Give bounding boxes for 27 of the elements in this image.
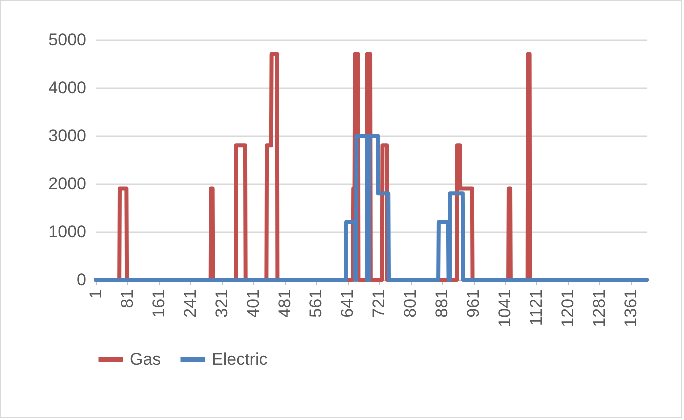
x-tick-label: 721	[370, 290, 389, 318]
x-tick-label: 321	[212, 290, 232, 318]
x-tick-label: 1201	[558, 290, 578, 328]
y-tick-label: 4000	[48, 78, 86, 98]
y-tick-label: 1000	[48, 222, 86, 242]
x-tick-label: 881	[432, 290, 452, 318]
y-tick-label: 5000	[48, 30, 86, 50]
legend-label: Gas	[130, 350, 162, 369]
x-tick-label: 1121	[526, 290, 546, 326]
x-tick-label: 81	[118, 290, 137, 308]
x-tick-label: 161	[149, 290, 168, 318]
x-tick-label: 561	[306, 290, 326, 318]
x-tick-label: 1281	[590, 290, 609, 328]
x-tick-label: 241	[180, 290, 200, 318]
y-tick-label: 0	[77, 270, 86, 290]
x-tick-label: 1	[86, 290, 106, 299]
line-series	[94, 134, 649, 282]
x-tick-label: 401	[244, 290, 263, 318]
x-tick-label: 481	[275, 290, 294, 318]
x-tick-label: 1041	[496, 290, 515, 328]
x-tick-label: 641	[338, 290, 358, 318]
x-tick-label: 1361	[621, 290, 640, 328]
y-tick-label: 3000	[48, 126, 86, 146]
y-tick-label: 2000	[48, 174, 86, 194]
x-tick-label: 801	[401, 290, 420, 318]
legend-label: Electric	[212, 350, 268, 369]
x-tick-label: 961	[464, 290, 484, 318]
